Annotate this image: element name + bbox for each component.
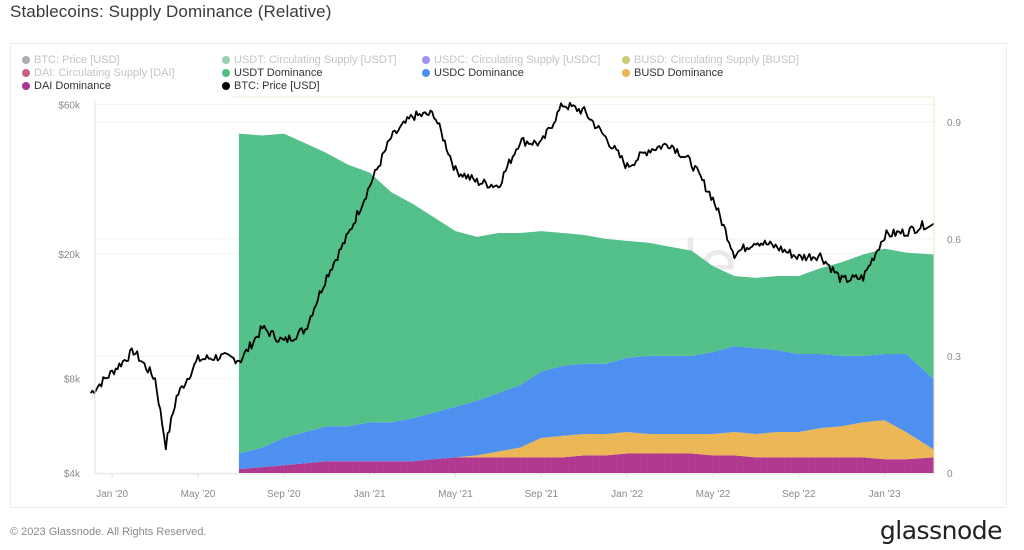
x-axis-tick-label: Jan '23 (869, 489, 901, 500)
legend-item[interactable]: USDT: Circulating Supply [USDT] (222, 54, 397, 66)
legend-item[interactable]: DAI: Circulating Supply [DAI] (22, 67, 175, 79)
left-axis: $4k $8k $20k $60k (58, 100, 81, 480)
x-axis-tick-label: May '20 (181, 489, 216, 500)
legend-label: USDT: Circulating Supply [USDT] (234, 54, 397, 66)
area-dai-dominance (238, 453, 934, 473)
legend-item[interactable]: BTC: Price [USD] (222, 80, 320, 92)
legend-dot-icon (222, 69, 230, 77)
legend-label: DAI Dominance (34, 80, 112, 92)
copyright: © 2023 Glassnode. All Rights Reserved. (10, 526, 207, 538)
legend-dot-icon (222, 82, 230, 90)
chart-title: Stablecoins: Supply Dominance (Relative) (10, 2, 332, 21)
legend-dot-icon (22, 82, 30, 90)
x-axis-tick-label: Jan '22 (611, 489, 643, 500)
left-axis-tick-label: $60k (58, 100, 81, 111)
legend-label: USDC: Circulating Supply [USDC] (434, 54, 601, 66)
legend-item[interactable]: DAI Dominance (22, 80, 111, 92)
legend-dot-icon (422, 69, 430, 77)
x-axis-tick-label: Jan '20 (96, 489, 128, 500)
legend-label: BUSD: Circulating Supply [BUSD] (634, 54, 800, 66)
right-axis-tick-label: 0.6 (947, 235, 961, 246)
stacked-areas (238, 100, 934, 473)
legend-item[interactable]: USDT Dominance (222, 67, 322, 79)
legend-item[interactable]: BTC: Price [USD] (22, 54, 120, 66)
right-axis-tick-label: 0 (947, 469, 953, 480)
legend-dot-icon (22, 56, 30, 64)
legend-dot-icon (422, 56, 430, 64)
legend-dot-icon (622, 69, 630, 77)
x-axis-tick-label: Sep '20 (267, 489, 301, 500)
legend-label: BUSD Dominance (634, 67, 724, 79)
legend-item[interactable]: USDC: Circulating Supply [USDC] (422, 54, 600, 66)
x-axis: Jan '20 May '20 Sep '20 Jan '21 May '21 Sep '… (96, 473, 901, 500)
legend-label: BTC: Price [USD] (34, 54, 120, 66)
x-axis-tick-label: Sep '21 (525, 489, 559, 500)
x-axis-tick-label: May '21 (438, 489, 473, 500)
legend-item[interactable]: USDC Dominance (422, 67, 524, 79)
legend-item[interactable]: BUSD Dominance (622, 67, 723, 79)
area-busd-dominance (238, 420, 934, 470)
legend-label: USDT Dominance (234, 67, 323, 79)
right-axis: 0 0.3 0.6 0.9 (947, 118, 961, 480)
legend-label: DAI: Circulating Supply [DAI] (34, 67, 175, 79)
legend-dot-icon (22, 69, 30, 77)
btc-price-line-path (89, 101, 935, 451)
x-axis-tick-label: May '22 (696, 489, 731, 500)
btc-price-line (89, 101, 935, 451)
legend-dot-icon (622, 56, 630, 64)
left-axis-tick-label: $4k (64, 469, 81, 480)
legend-label: BTC: Price [USD] (234, 80, 320, 92)
legend-item[interactable]: BUSD: Circulating Supply [BUSD] (622, 54, 799, 66)
legend-dot-icon (222, 56, 230, 64)
left-axis-tick-label: $20k (58, 250, 81, 261)
left-axis-tick-label: $8k (64, 375, 81, 386)
x-axis-tick-label: Sep '22 (782, 489, 816, 500)
x-axis-tick-label: Jan '21 (354, 489, 386, 500)
legend-label: USDC Dominance (434, 67, 524, 79)
area-usdc-dominance (238, 346, 934, 470)
right-axis-tick-label: 0.3 (947, 352, 961, 363)
area-usdt-dominance (238, 133, 934, 454)
brand-logo[interactable]: glassnode (879, 516, 1003, 545)
right-axis-tick-label: 0.9 (947, 118, 961, 129)
